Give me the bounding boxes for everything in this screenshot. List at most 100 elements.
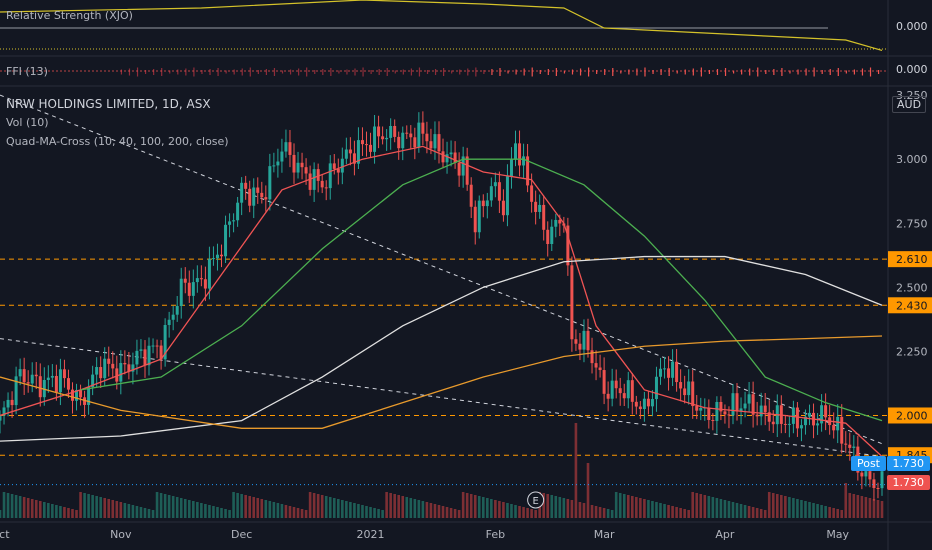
volume-bar bbox=[417, 500, 421, 518]
ffi-bar bbox=[547, 69, 549, 75]
candle-body bbox=[586, 330, 590, 351]
ffi-bar bbox=[136, 67, 139, 77]
candle-body bbox=[103, 358, 107, 379]
candle-body bbox=[79, 389, 83, 398]
volume-bar bbox=[872, 499, 876, 518]
volume-bar bbox=[252, 497, 256, 518]
candle-body bbox=[6, 399, 10, 408]
volume-bar bbox=[131, 505, 135, 518]
volume-bar bbox=[747, 506, 751, 518]
volume-bar bbox=[433, 504, 437, 518]
ffi-bar bbox=[185, 68, 187, 76]
vol-indicator-label[interactable]: Vol (10) bbox=[6, 116, 49, 129]
candle-body bbox=[320, 180, 324, 188]
symbol-title[interactable]: NRW HOLDINGS LIMITED, 1D, ASX bbox=[6, 97, 211, 111]
volume-bar bbox=[280, 504, 284, 518]
ffi-bar bbox=[724, 68, 727, 76]
volume-bar bbox=[361, 505, 364, 518]
ffi-bar bbox=[805, 68, 807, 76]
ffi-pane-label[interactable]: FFI (13) bbox=[6, 65, 48, 78]
volume-bar bbox=[590, 505, 594, 518]
candle-body bbox=[650, 399, 654, 407]
candle-body bbox=[574, 339, 578, 344]
candle-body bbox=[328, 163, 332, 189]
candle-body bbox=[191, 282, 195, 296]
ffi-bar bbox=[612, 68, 614, 76]
volume-bar bbox=[614, 492, 618, 518]
ffi-bar bbox=[257, 70, 259, 74]
currency-button[interactable]: AUD bbox=[892, 96, 927, 113]
candle-body bbox=[429, 141, 433, 149]
candle-body bbox=[91, 374, 95, 388]
ffi-bar bbox=[757, 67, 759, 77]
rs-pane-label[interactable]: Relative Strength (XJO) bbox=[6, 9, 133, 22]
ffi-bar bbox=[596, 70, 598, 74]
ma-line-ma100 bbox=[0, 255, 883, 442]
ffi-bar bbox=[604, 69, 606, 75]
volume-bar bbox=[212, 506, 215, 518]
candle-body bbox=[848, 444, 852, 448]
candle-body bbox=[111, 363, 115, 369]
candle-body bbox=[453, 152, 457, 163]
volume-bar bbox=[187, 500, 191, 518]
candle-body bbox=[304, 167, 308, 174]
volume-bar bbox=[248, 496, 251, 518]
candle-body bbox=[195, 278, 199, 283]
ffi-bar bbox=[861, 68, 864, 76]
rs-pane-value: 0.000 bbox=[896, 20, 928, 33]
candle-body bbox=[622, 393, 626, 399]
candle-body bbox=[880, 471, 884, 489]
candle-body bbox=[864, 471, 868, 477]
candle-body bbox=[473, 206, 477, 233]
candle-body bbox=[522, 156, 526, 166]
volume-bar bbox=[639, 498, 642, 518]
candle-body bbox=[526, 156, 530, 186]
x-tick-label: May bbox=[826, 528, 849, 541]
candle-body bbox=[449, 152, 453, 155]
volume-bar bbox=[208, 505, 211, 518]
ffi-bar bbox=[273, 68, 276, 76]
ffi-bar bbox=[346, 69, 348, 75]
volume-bar bbox=[304, 510, 308, 518]
candle-body bbox=[187, 282, 191, 296]
candle-body bbox=[808, 412, 812, 417]
volume-bar bbox=[288, 506, 292, 518]
candle-body bbox=[99, 367, 103, 379]
ffi-bar bbox=[813, 67, 815, 77]
candle-body bbox=[364, 144, 368, 146]
ffi-bar bbox=[386, 68, 388, 76]
volume-bar bbox=[75, 510, 78, 518]
volume-bar bbox=[775, 494, 779, 518]
candle-body bbox=[803, 416, 807, 426]
volume-bar bbox=[111, 500, 115, 518]
volume-bar bbox=[868, 498, 872, 518]
candle-body bbox=[211, 258, 215, 260]
ffi-bar bbox=[298, 68, 300, 76]
candle-body bbox=[405, 132, 409, 134]
volume-bar bbox=[51, 504, 54, 518]
candle-body bbox=[83, 397, 87, 405]
volume-bar bbox=[296, 508, 300, 518]
volume-bar bbox=[43, 502, 46, 518]
candle-body bbox=[336, 168, 340, 173]
volume-bar bbox=[832, 508, 835, 518]
volume-bar bbox=[534, 510, 537, 518]
volume-bar bbox=[99, 497, 102, 518]
candle-body bbox=[679, 382, 683, 389]
candle-body bbox=[590, 350, 594, 364]
volume-bar bbox=[679, 508, 682, 518]
volume-bar bbox=[771, 493, 775, 518]
volume-bar bbox=[852, 494, 856, 518]
volume-bar bbox=[659, 503, 662, 518]
candle-body bbox=[316, 169, 320, 181]
volume-bar bbox=[655, 502, 658, 518]
candle-body bbox=[312, 169, 316, 190]
candle-body bbox=[477, 200, 481, 233]
ffi-bar bbox=[837, 68, 839, 76]
ffi-bar bbox=[523, 68, 525, 76]
quad-ma-indicator-label[interactable]: Quad-MA-Cross (10, 40, 100, 200, close) bbox=[6, 135, 229, 148]
ffi-bar bbox=[418, 67, 421, 77]
ffi-bar bbox=[434, 69, 437, 75]
volume-bar bbox=[18, 496, 22, 518]
